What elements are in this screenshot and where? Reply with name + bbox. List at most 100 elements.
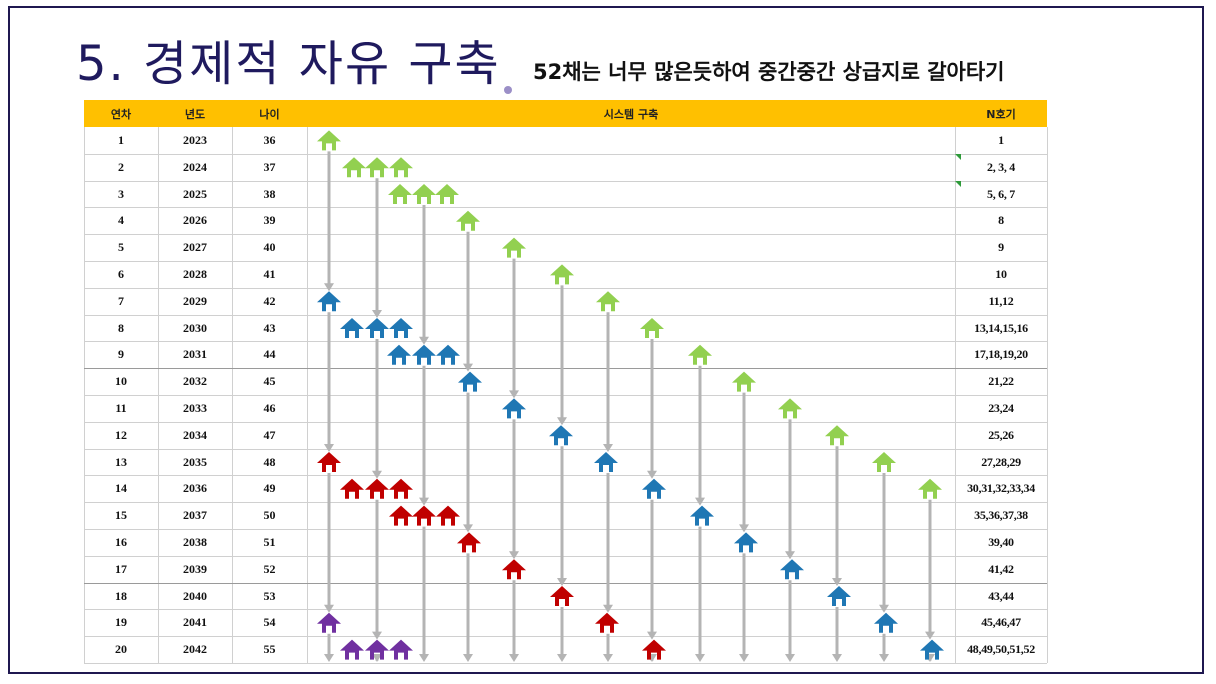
- house-icon: [780, 559, 804, 580]
- house-icon: [502, 398, 526, 419]
- house-icon: [458, 371, 482, 392]
- cell-age: 52: [263, 561, 276, 576]
- cell-year-no: 6: [118, 267, 124, 281]
- row-divider: [84, 502, 1047, 504]
- house-icon: [412, 505, 436, 526]
- house-icon: [389, 505, 413, 526]
- house-icon: [317, 452, 341, 472]
- house-icon: [550, 586, 574, 606]
- arrow-head-icon: [879, 604, 889, 613]
- house-icon: [874, 612, 898, 633]
- row-divider: [84, 207, 1047, 209]
- cell-n: 10: [995, 267, 1007, 281]
- cell-year-no: 5: [118, 240, 124, 255]
- cell-n: 41,42: [988, 561, 1014, 576]
- cell-age: 47: [263, 427, 276, 442]
- row-divider: [84, 395, 1047, 396]
- table-row: 8 2030 43 13,14,15,16: [84, 315, 1047, 342]
- cell-n: 11,12: [988, 293, 1014, 308]
- cell-age: 54: [263, 615, 276, 630]
- cell-age: 39: [263, 213, 276, 228]
- cell-age: 42: [263, 293, 276, 308]
- arrow-head-icon: [785, 654, 795, 662]
- house-icon: [778, 398, 802, 419]
- row-divider: [84, 180, 1047, 182]
- row-divider: [84, 555, 1047, 557]
- cell-age: 43: [263, 320, 276, 335]
- house-icon: [388, 184, 412, 204]
- house-icon: [317, 612, 341, 633]
- arrow-head-icon: [603, 654, 613, 662]
- cell-n: 27,28,29: [981, 454, 1021, 469]
- cell-year: 2036: [183, 481, 207, 496]
- cell-year: 2042: [183, 642, 207, 657]
- cell-year: 2025: [183, 186, 207, 201]
- table-row: 1 2023 36 1: [84, 127, 1047, 154]
- cell-year: 2033: [183, 401, 207, 415]
- house-icon: [732, 371, 756, 392]
- column-divider: [1047, 127, 1048, 663]
- house-icon: [365, 639, 389, 660]
- house-icon: [827, 586, 851, 606]
- cell-year: 2030: [183, 320, 207, 335]
- arrow-head-icon: [647, 631, 657, 640]
- cell-year: 2041: [183, 615, 207, 630]
- table-row: 19 2041 54 45,46,47: [84, 609, 1047, 636]
- cell-year-no: 19: [115, 615, 127, 630]
- row-divider: [84, 368, 1047, 370]
- arrow-head-icon: [463, 524, 473, 533]
- cell-age: 48: [263, 454, 276, 469]
- table-row: 10 2032 45 21,22: [84, 368, 1047, 395]
- arrow-head-icon: [647, 470, 657, 479]
- cell-year: 2024: [183, 159, 207, 174]
- row-divider: [84, 314, 1047, 316]
- cell-comment-marker: [955, 180, 961, 187]
- house-icon: [502, 559, 526, 580]
- house-icon: [825, 425, 849, 446]
- arrow-head-icon: [739, 654, 749, 662]
- house-icon: [342, 157, 366, 178]
- cell-age: 49: [263, 481, 276, 496]
- cell-n: 23,24: [988, 401, 1014, 415]
- cell-age: 53: [263, 588, 276, 603]
- house-icon: [389, 478, 413, 499]
- cell-n: 30,31,32,33,34: [967, 481, 1035, 496]
- cell-year-no: 9: [118, 347, 124, 362]
- cell-year: 2026: [183, 213, 207, 228]
- slide-frame: [8, 6, 1204, 674]
- header-year-no: 연차: [84, 100, 158, 127]
- row-divider: [84, 582, 1047, 584]
- row-divider: [84, 287, 1047, 289]
- house-icon: [550, 264, 574, 285]
- arrow-head-icon: [785, 551, 795, 560]
- cell-age: 40: [263, 240, 276, 255]
- house-icon: [340, 639, 364, 660]
- table-row: 6 2028 41 10: [84, 261, 1047, 288]
- arrow-head-icon: [509, 551, 519, 560]
- arrow-head-icon: [557, 417, 567, 426]
- house-icon: [640, 318, 664, 338]
- row-divider: [84, 663, 1047, 664]
- slide-subtitle: 52채는 너무 많은듯하여 중간중간 상급지로 갈아타기: [533, 60, 1005, 84]
- cell-year-no: 12: [115, 427, 127, 442]
- house-icon: [436, 505, 460, 526]
- cell-age: 41: [263, 267, 276, 281]
- table-row: 11 2033 46 23,24: [84, 395, 1047, 422]
- cell-n: 25,26: [988, 427, 1014, 442]
- arrow-head-icon: [509, 654, 519, 662]
- cell-n: 1: [998, 133, 1004, 147]
- header-year: 년도: [158, 100, 232, 127]
- table-row: 16 2038 51 39,40: [84, 529, 1047, 556]
- house-icon: [457, 532, 481, 553]
- table-row: 12 2034 47 25,26: [84, 422, 1047, 449]
- house-icon: [734, 532, 758, 553]
- house-icon: [340, 318, 364, 338]
- house-icon: [365, 318, 389, 338]
- house-icon: [642, 478, 666, 499]
- cell-year: 2038: [183, 535, 207, 549]
- arrow-head-icon: [324, 604, 334, 613]
- house-icon: [502, 237, 526, 258]
- cell-age: 55: [263, 642, 276, 657]
- house-icon: [317, 130, 341, 151]
- house-icon: [340, 478, 364, 499]
